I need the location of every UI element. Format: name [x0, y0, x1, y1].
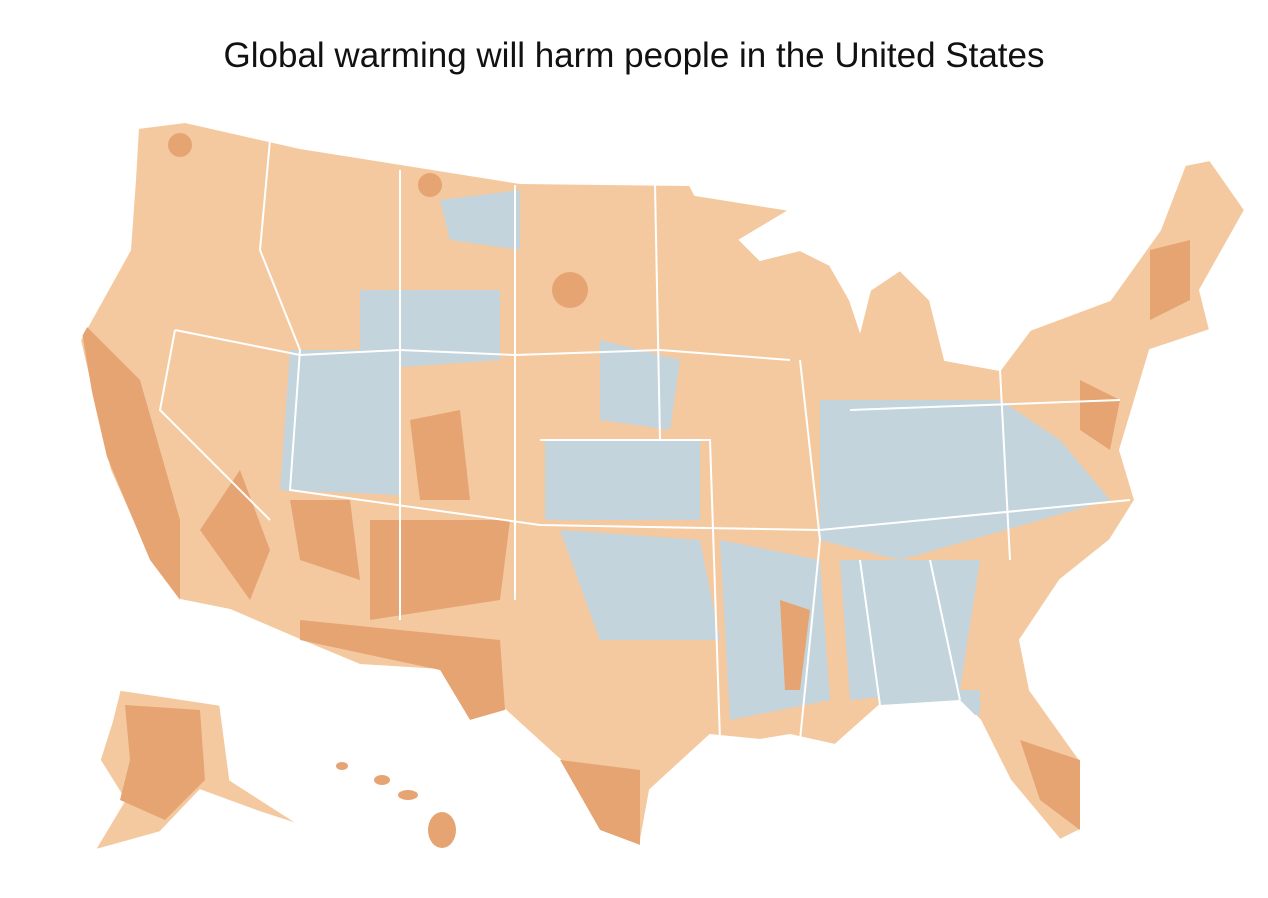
hawaii [336, 762, 456, 848]
map-title: Global warming will harm people in the U… [223, 36, 1045, 75]
county-shading [80, 133, 1190, 845]
conterminous-us [78, 120, 1247, 847]
alaska [93, 689, 301, 852]
